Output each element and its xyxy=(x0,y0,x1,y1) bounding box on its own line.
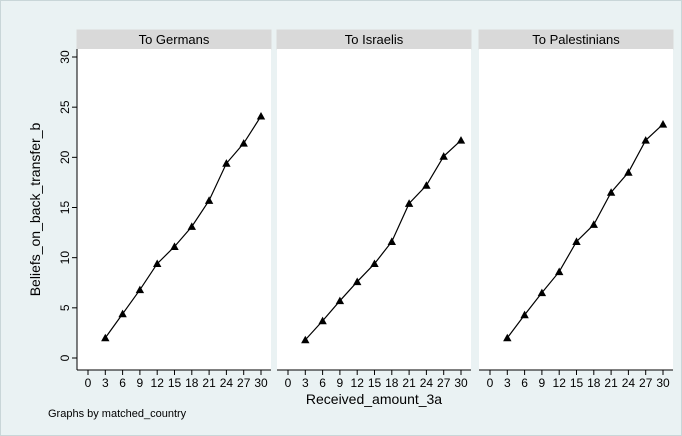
plot-area-2 xyxy=(479,49,673,370)
x-tick-label-0-3: 9 xyxy=(137,376,144,390)
data-point-0-9 xyxy=(256,111,266,120)
x-tick-label-1-10: 30 xyxy=(454,376,468,390)
x-tick-label-2-6: 18 xyxy=(587,376,601,390)
data-point-1-4 xyxy=(370,259,379,268)
x-tick-label-2-7: 21 xyxy=(604,376,618,390)
x-tick-label-2-4: 12 xyxy=(553,376,567,390)
series-line-2 xyxy=(506,123,664,339)
data-point-2-7 xyxy=(624,168,633,176)
x-tick-label-2-2: 6 xyxy=(521,376,528,390)
data-point-1-5 xyxy=(387,237,396,245)
y-tick-label-5: 25 xyxy=(58,100,72,114)
y-tick-label-4: 20 xyxy=(58,150,72,164)
x-tick-label-0-1: 3 xyxy=(102,376,109,390)
y-axis-title: Beliefs_on_back_transfer_b xyxy=(27,123,43,297)
data-point-0-4 xyxy=(170,242,179,250)
x-tick-label-1-1: 3 xyxy=(302,376,309,390)
data-point-1-9 xyxy=(456,136,466,144)
x-tick-label-1-8: 24 xyxy=(420,376,434,390)
x-tick-label-2-5: 15 xyxy=(570,376,584,390)
panel-title-1: To Israelis xyxy=(345,32,404,47)
x-axis-title: Received_amount_3a xyxy=(306,391,442,407)
data-point-2-4 xyxy=(572,237,581,245)
x-tick-label-1-7: 21 xyxy=(402,376,416,390)
graphs-by-note: Graphs by matched_country xyxy=(48,408,187,420)
x-tick-label-1-3: 9 xyxy=(337,376,344,390)
x-tick-label-2-3: 9 xyxy=(539,376,546,390)
data-point-0-2 xyxy=(135,285,145,294)
x-tick-label-0-7: 21 xyxy=(202,376,216,390)
x-tick-label-1-6: 18 xyxy=(385,376,399,390)
data-point-2-3 xyxy=(555,267,564,276)
y-tick-label-6: 30 xyxy=(58,50,72,64)
data-point-1-8 xyxy=(439,152,448,160)
data-point-2-9 xyxy=(658,120,668,128)
x-tick-label-0-5: 15 xyxy=(168,376,182,390)
x-tick-label-1-4: 12 xyxy=(351,376,365,390)
data-point-2-5 xyxy=(589,220,598,228)
plot-area-1 xyxy=(277,49,471,370)
x-tick-label-0-10: 30 xyxy=(254,376,268,390)
x-tick-label-0-8: 24 xyxy=(220,376,234,390)
y-tick-label-1: 5 xyxy=(58,304,72,311)
y-tick-label-2: 10 xyxy=(58,251,72,265)
data-point-0-8 xyxy=(239,139,248,147)
data-point-0-0 xyxy=(101,333,110,342)
x-tick-label-0-9: 27 xyxy=(237,376,251,390)
data-point-1-3 xyxy=(353,277,362,286)
data-point-2-1 xyxy=(520,310,529,319)
panel-title-2: To Palestinians xyxy=(532,32,620,47)
data-point-2-6 xyxy=(606,188,616,196)
series-line-0 xyxy=(104,115,262,339)
series-line-1 xyxy=(304,139,462,341)
data-point-0-7 xyxy=(222,159,231,167)
data-point-1-6 xyxy=(404,199,414,207)
data-point-1-0 xyxy=(301,335,310,344)
data-point-1-1 xyxy=(318,316,327,325)
data-point-2-2 xyxy=(537,288,547,297)
x-tick-label-0-2: 6 xyxy=(119,376,126,390)
data-point-0-1 xyxy=(118,309,127,318)
data-point-2-8 xyxy=(641,136,650,144)
plot-area-0 xyxy=(77,49,271,370)
x-tick-label-0-0: 0 xyxy=(85,376,92,390)
x-tick-label-1-9: 27 xyxy=(437,376,451,390)
x-tick-label-2-10: 30 xyxy=(656,376,670,390)
x-tick-label-0-6: 18 xyxy=(185,376,199,390)
data-point-1-2 xyxy=(335,296,345,305)
y-tick-label-0: 0 xyxy=(58,354,72,361)
x-tick-label-2-0: 0 xyxy=(487,376,494,390)
x-tick-label-1-2: 6 xyxy=(319,376,326,390)
x-tick-label-2-8: 24 xyxy=(622,376,636,390)
x-tick-label-2-1: 3 xyxy=(504,376,511,390)
data-point-0-6 xyxy=(204,196,214,204)
x-tick-label-2-9: 27 xyxy=(639,376,653,390)
data-point-0-3 xyxy=(153,259,162,268)
data-point-0-5 xyxy=(187,222,196,230)
x-tick-label-0-4: 12 xyxy=(151,376,165,390)
x-tick-label-1-0: 0 xyxy=(285,376,292,390)
data-point-2-0 xyxy=(503,333,512,342)
y-tick-label-3: 15 xyxy=(58,201,72,215)
x-tick-label-1-5: 15 xyxy=(368,376,382,390)
panel-title-0: To Germans xyxy=(139,32,210,47)
data-point-1-7 xyxy=(422,181,431,189)
